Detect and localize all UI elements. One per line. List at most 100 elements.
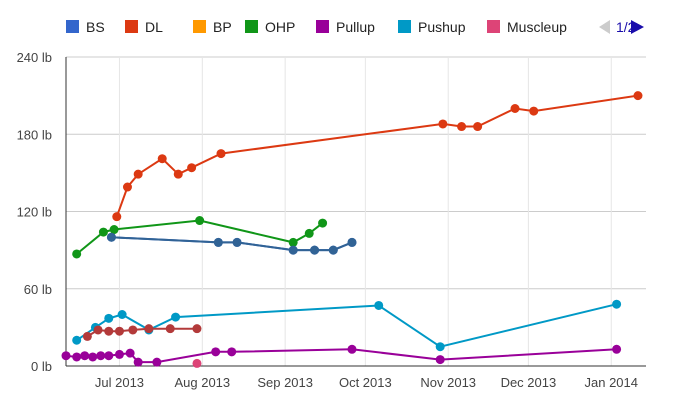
data-point[interactable]	[318, 218, 328, 228]
data-point[interactable]	[612, 344, 622, 354]
data-point[interactable]	[104, 351, 114, 361]
series-extra-7	[82, 324, 202, 341]
legend-swatch	[125, 20, 138, 33]
data-point[interactable]	[114, 326, 124, 336]
y-tick-label: 240 lb	[17, 50, 52, 65]
data-point[interactable]	[187, 163, 197, 173]
x-tick-label: Jul 2013	[95, 375, 144, 390]
data-point[interactable]	[104, 313, 114, 323]
data-point[interactable]	[133, 169, 143, 179]
data-point[interactable]	[93, 325, 103, 335]
legend-item-muscleup[interactable]: Muscleup	[487, 19, 567, 35]
data-point[interactable]	[114, 349, 124, 359]
data-point[interactable]	[112, 212, 122, 222]
y-tick-label: 180 lb	[17, 127, 52, 142]
data-point[interactable]	[133, 357, 143, 367]
data-point[interactable]	[144, 324, 154, 334]
data-point[interactable]	[171, 312, 181, 322]
data-point[interactable]	[192, 358, 202, 368]
legend-item-bp[interactable]: BP	[193, 19, 232, 35]
data-point[interactable]	[165, 324, 175, 334]
data-point[interactable]	[195, 216, 205, 226]
series-ohp	[72, 216, 328, 259]
data-point[interactable]	[157, 154, 167, 164]
data-point[interactable]	[473, 122, 483, 132]
data-point[interactable]	[304, 228, 314, 238]
data-point[interactable]	[633, 91, 643, 101]
data-point[interactable]	[529, 106, 539, 116]
data-point[interactable]	[61, 351, 71, 361]
data-point[interactable]	[374, 300, 384, 310]
data-point[interactable]	[288, 237, 298, 247]
data-point[interactable]	[96, 351, 106, 361]
legend-label: Muscleup	[507, 19, 567, 35]
data-point[interactable]	[72, 335, 82, 345]
data-point[interactable]	[232, 237, 242, 247]
data-point[interactable]	[192, 324, 202, 334]
x-tick-label: Dec 2013	[501, 375, 557, 390]
data-point[interactable]	[310, 245, 320, 255]
x-tick-label: Nov 2013	[420, 375, 476, 390]
legend-swatch	[66, 20, 79, 33]
data-point[interactable]	[152, 357, 162, 367]
data-point[interactable]	[106, 232, 116, 242]
legend-swatch	[398, 20, 411, 33]
x-tick-label: Sep 2013	[257, 375, 313, 390]
legend-swatch	[245, 20, 258, 33]
data-point[interactable]	[117, 310, 127, 319]
data-point[interactable]	[125, 348, 135, 358]
data-point[interactable]	[347, 237, 357, 247]
data-point[interactable]	[72, 352, 82, 362]
legend-swatch	[487, 20, 500, 33]
legend-item-dl[interactable]: DL	[125, 19, 163, 35]
data-point[interactable]	[347, 344, 357, 354]
triangle-right-icon[interactable]	[631, 20, 644, 34]
legend-item-pushup[interactable]: Pushup	[398, 19, 466, 35]
data-point[interactable]	[438, 119, 448, 129]
series-line	[115, 94, 639, 218]
data-point[interactable]	[80, 351, 90, 361]
data-point[interactable]	[98, 227, 108, 237]
legend-label: Pushup	[418, 19, 466, 35]
data-point[interactable]	[122, 182, 132, 192]
data-point[interactable]	[104, 326, 114, 336]
data-point[interactable]	[227, 347, 237, 357]
data-point[interactable]	[435, 342, 445, 352]
series-pullup	[61, 344, 622, 367]
data-point[interactable]	[109, 225, 119, 235]
data-point[interactable]	[288, 245, 298, 255]
legend: BS DL BP OHP Pullup Pushup Muscleup 1/2	[66, 19, 644, 35]
legend-label: OHP	[265, 19, 295, 35]
data-point[interactable]	[128, 325, 138, 335]
legend-label: DL	[145, 19, 163, 35]
series-dl	[112, 91, 643, 222]
series-muscleup	[192, 358, 202, 368]
data-point[interactable]	[82, 331, 92, 341]
data-point[interactable]	[216, 149, 226, 159]
triangle-left-icon[interactable]	[599, 20, 610, 34]
legend-page-label: 1/2	[616, 19, 636, 35]
x-tick-label: Oct 2013	[339, 375, 392, 390]
series-line	[86, 327, 197, 338]
legend-item-ohp[interactable]: OHP	[245, 19, 295, 35]
data-point[interactable]	[213, 237, 223, 247]
data-point[interactable]	[612, 299, 622, 309]
legend-item-pullup[interactable]: Pullup	[316, 19, 375, 35]
data-point[interactable]	[88, 352, 98, 362]
data-point[interactable]	[328, 245, 338, 255]
data-point[interactable]	[211, 347, 221, 357]
data-point[interactable]	[435, 355, 445, 365]
y-tick-label: 0 lb	[31, 359, 52, 374]
data-point[interactable]	[72, 249, 82, 259]
gridlines	[66, 56, 646, 366]
data-point[interactable]	[510, 104, 520, 113]
x-tick-label: Jan 2014	[585, 375, 639, 390]
legend-item-bs[interactable]: BS	[66, 19, 105, 35]
series-group	[61, 91, 643, 368]
data-point[interactable]	[173, 169, 183, 179]
data-point[interactable]	[457, 122, 467, 132]
x-tick-label: Aug 2013	[174, 375, 230, 390]
legend-label: Pullup	[336, 19, 375, 35]
series-extra-8	[106, 232, 357, 255]
